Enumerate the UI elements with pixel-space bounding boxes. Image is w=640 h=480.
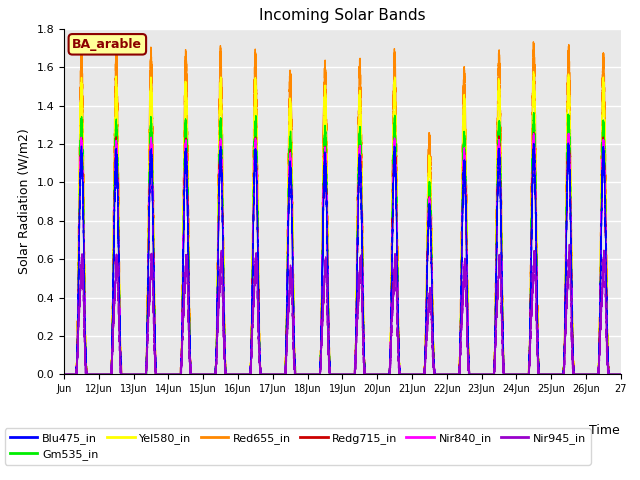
Title: Incoming Solar Bands: Incoming Solar Bands bbox=[259, 9, 426, 24]
Text: BA_arable: BA_arable bbox=[72, 38, 142, 51]
Y-axis label: Solar Radiation (W/m2): Solar Radiation (W/m2) bbox=[18, 129, 31, 275]
Legend: Blu475_in, Gm535_in, Yel580_in, Red655_in, Redg715_in, Nir840_in, Nir945_in: Blu475_in, Gm535_in, Yel580_in, Red655_i… bbox=[5, 428, 591, 465]
Text: Time: Time bbox=[589, 424, 620, 437]
